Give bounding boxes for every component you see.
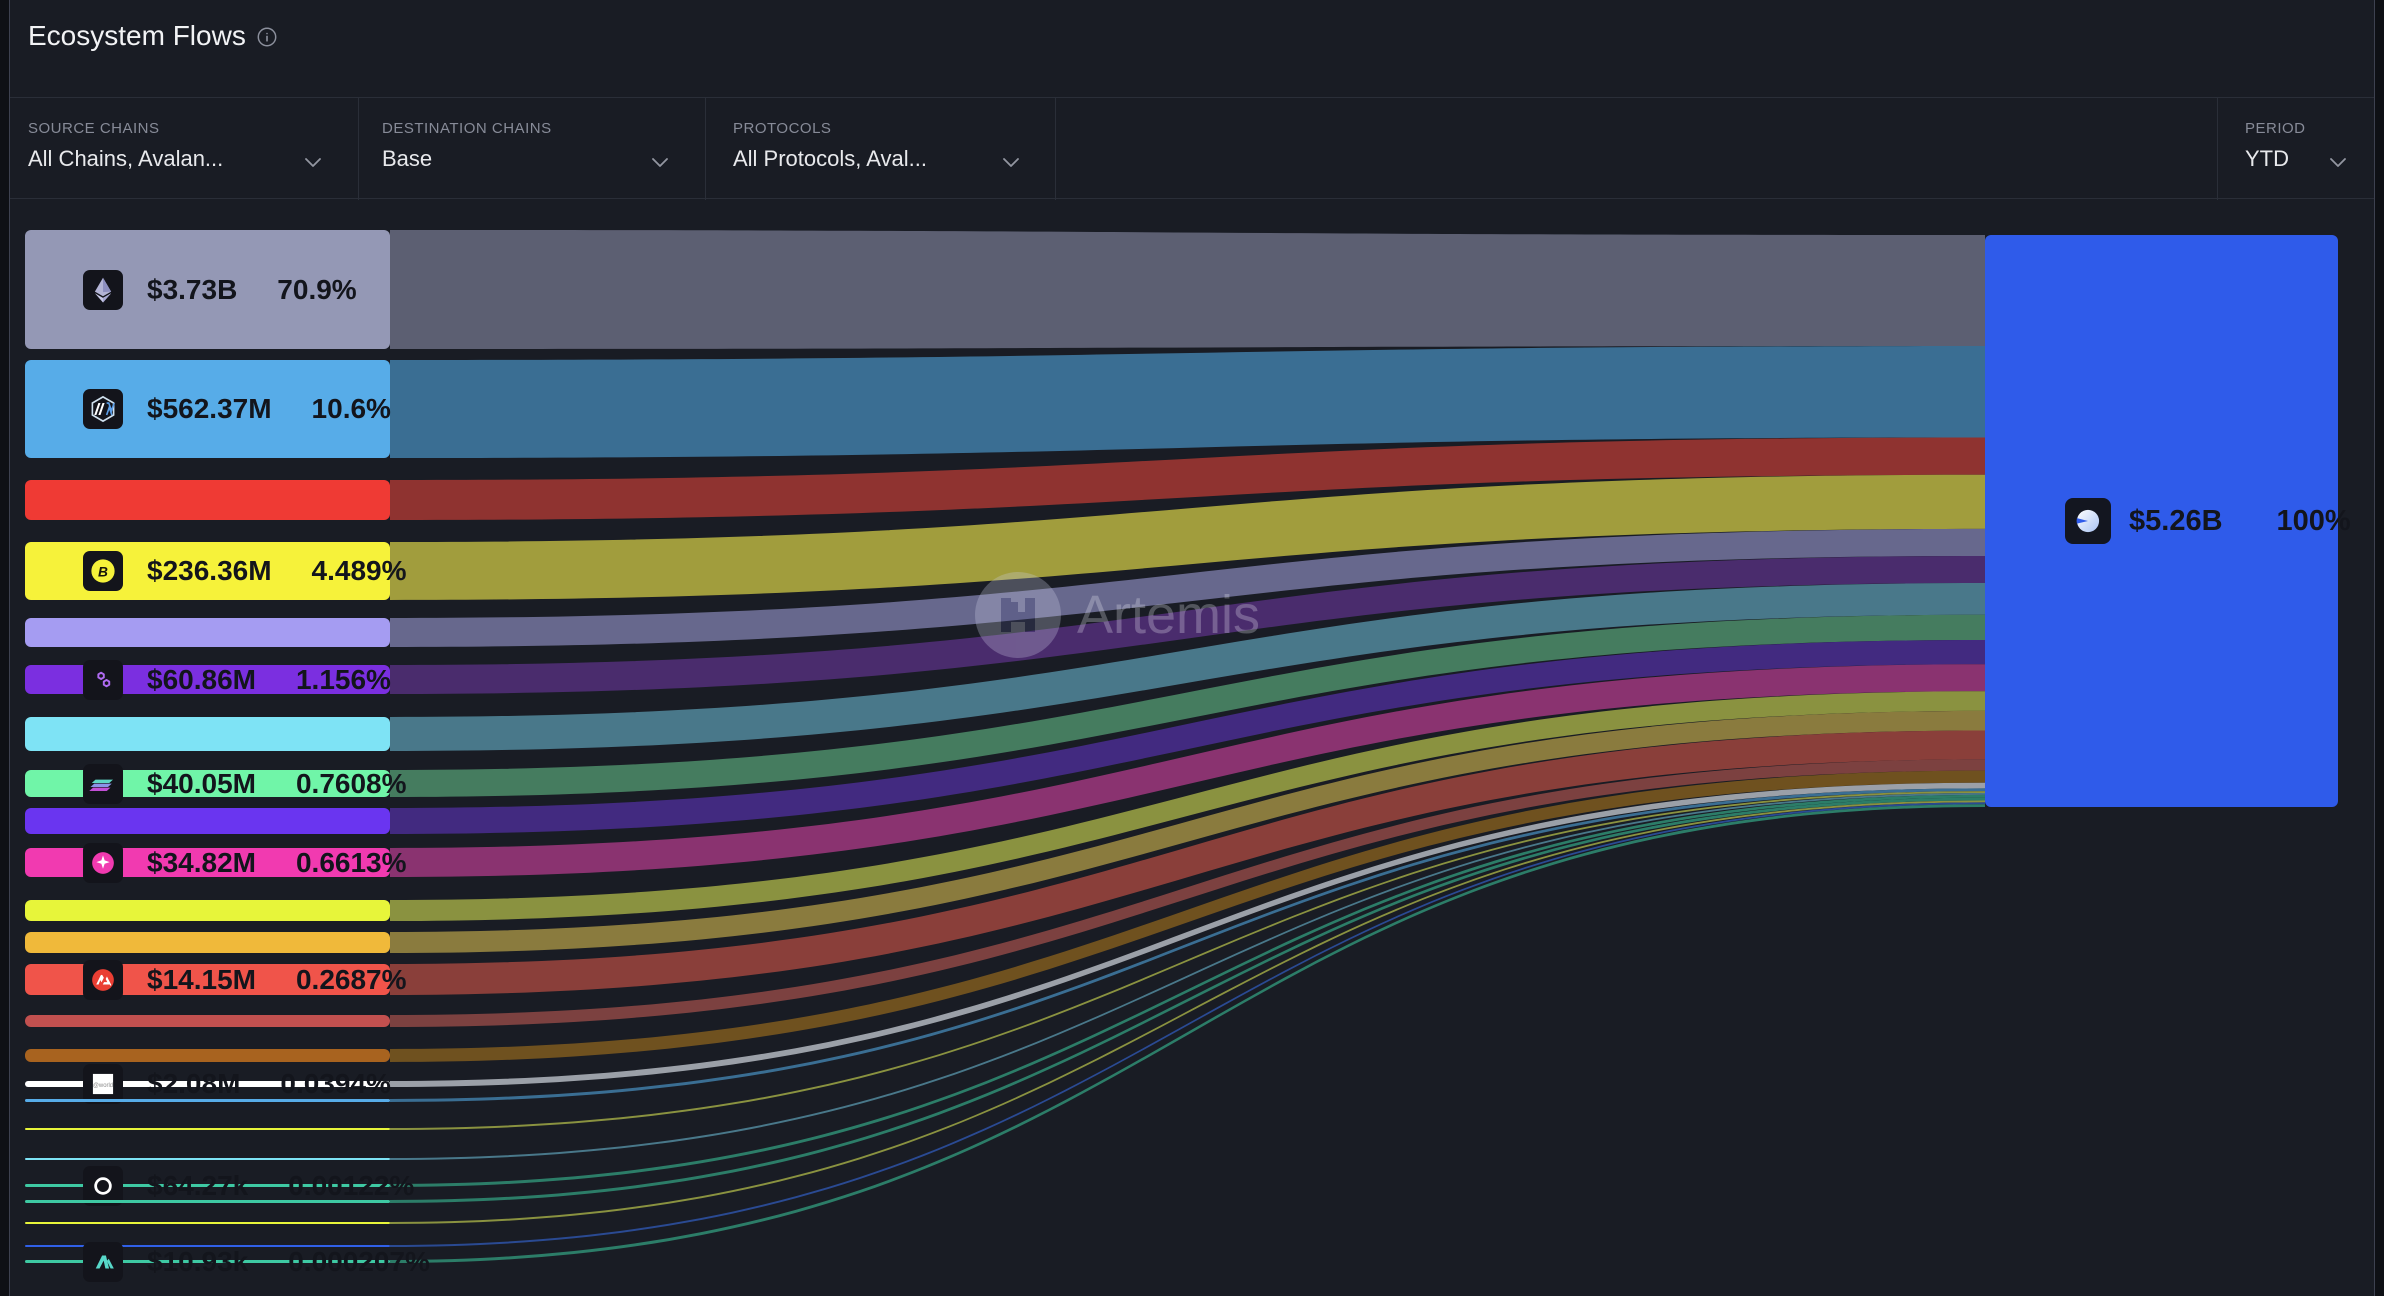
svg-text:@world: @world [93, 1083, 113, 1089]
svg-text:B: B [98, 565, 108, 580]
